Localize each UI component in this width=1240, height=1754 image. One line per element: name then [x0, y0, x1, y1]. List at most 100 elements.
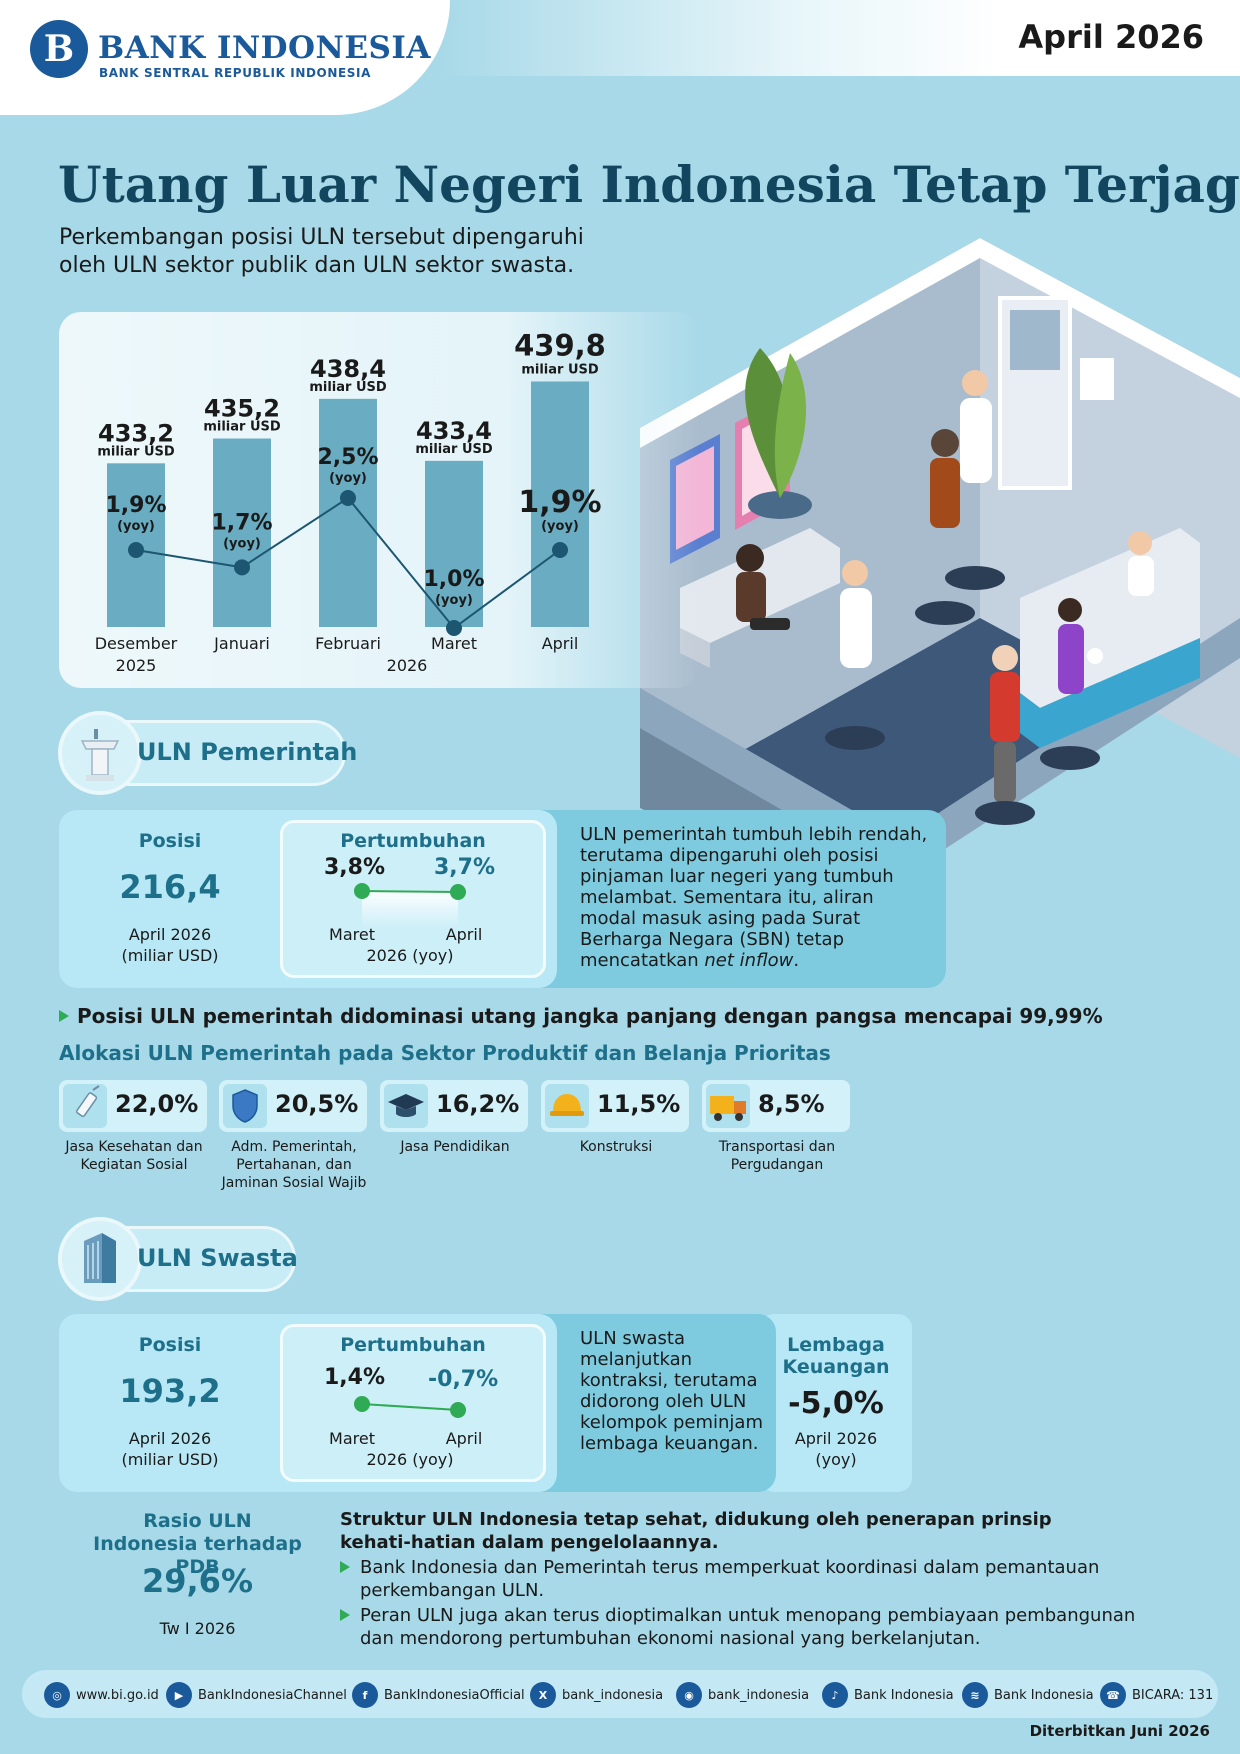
- structure-bullet-2: Peran ULN juga akan terus dioptimalkan u…: [340, 1604, 1160, 1650]
- growth-point: [340, 490, 356, 506]
- allocation-label-3: Jasa Pendidikan: [400, 1139, 510, 1155]
- pemerintah-growth-period: 2026 (yoy): [366, 946, 454, 965]
- swasta-growth-start-month: Maret: [329, 1429, 375, 1448]
- published-date: Diterbitkan Juni 2026: [1029, 1722, 1210, 1740]
- bar-unit-label: miliar USD: [97, 444, 175, 459]
- swasta-growth-box: [280, 1324, 546, 1482]
- net-inflow-term: net inflow: [704, 950, 794, 971]
- report-date: April 2026: [1018, 18, 1204, 56]
- pemerintah-posisi-label: Posisi: [138, 830, 202, 852]
- footer-website[interactable]: ◎ www.bi.go.id: [44, 1682, 159, 1708]
- pemerintah-growth-label: Pertumbuhan: [340, 830, 486, 852]
- year-label-2026: 2026: [387, 656, 428, 675]
- bar-unit-label: miliar USD: [309, 380, 387, 395]
- footer-youtube[interactable]: ▶ BankIndonesiaChannel: [166, 1682, 347, 1708]
- growth-value-label: 2,5%: [317, 445, 378, 470]
- growth-unit-label: (yoy): [117, 519, 155, 534]
- uln-pemerintah-label: ULN Pemerintah: [137, 738, 358, 766]
- date-band: [440, 0, 1240, 76]
- swasta-posisi-value: 193,2: [119, 1372, 221, 1410]
- structure-heading: Struktur ULN Indonesia tetap sehat, didu…: [340, 1509, 1052, 1553]
- pemerintah-growth-end-month: April: [445, 925, 483, 944]
- graduation-cap-icon: [384, 1084, 428, 1128]
- structure-bullet-1: Bank Indonesia dan Pemerintah terus memp…: [340, 1556, 1160, 1602]
- truck-icon: [706, 1084, 750, 1128]
- footer-facebook[interactable]: f BankIndonesiaOfficial: [352, 1682, 525, 1708]
- swasta-posisi-label: Posisi: [138, 1334, 202, 1356]
- growth-unit-label: (yoy): [329, 471, 367, 486]
- growth-value-label: 1,0%: [423, 567, 484, 592]
- bar-value-label: 433,2: [98, 419, 174, 447]
- allocation-item-4: 11,5%: [541, 1080, 689, 1132]
- allocation-item-2: 20,5%: [219, 1080, 367, 1132]
- bar-value-label: 438,4: [310, 355, 386, 383]
- bullet-triangle-icon: [340, 1561, 350, 1573]
- growth-value-label: 1,7%: [211, 510, 272, 535]
- growth-unit-label: (yoy): [541, 519, 579, 534]
- x-tick-label: Maret: [431, 634, 477, 653]
- growth-point: [234, 559, 250, 576]
- youtube-icon: ▶: [166, 1682, 192, 1708]
- bar-unit-label: miliar USD: [415, 442, 493, 457]
- pemerintah-description-panel: [480, 810, 946, 988]
- bar-maret: [425, 460, 483, 627]
- bar-januari: [213, 438, 271, 627]
- allocation-item-5: 8,5%: [702, 1080, 850, 1132]
- swasta-growth-end: -0,7%: [428, 1367, 499, 1392]
- year-label-2025: 2025: [116, 656, 157, 675]
- bar-unit-label: miliar USD: [521, 362, 599, 377]
- building-icon: [58, 1217, 142, 1301]
- x-tick-label: Januari: [213, 634, 270, 653]
- footer-call-center[interactable]: ☎ BICARA: 131: [1100, 1682, 1213, 1708]
- x-icon: X: [530, 1682, 556, 1708]
- swasta-growth-period: 2026 (yoy): [366, 1450, 454, 1469]
- growth-unit-label: (yoy): [435, 593, 473, 608]
- lembaga-keuangan-panel: [760, 1314, 912, 1492]
- page-title: Utang Luar Negeri Indonesia Tetap Terjag…: [58, 155, 1240, 214]
- bank-subtitle: BANK SENTRAL REPUBLIK INDONESIA: [99, 66, 371, 80]
- lembaga-keuangan-label: Lembaga Keuangan: [782, 1334, 890, 1378]
- bar-april: [531, 381, 589, 627]
- bar-value-label: 435,2: [204, 395, 280, 423]
- allocation-label-4: Konstruksi: [579, 1139, 653, 1155]
- bar-value-label: 439,8: [514, 328, 606, 362]
- bar-value-label: 433,4: [416, 417, 492, 445]
- growth-unit-label: (yoy): [223, 536, 261, 551]
- bank-logo-icon: B: [30, 20, 88, 78]
- footer-tiktok[interactable]: ♪ Bank Indonesia: [822, 1682, 954, 1708]
- allocation-label-5: Transportasi dan Pergudangan: [718, 1139, 836, 1173]
- allocation-item-1: 22,0%: [59, 1080, 207, 1132]
- pemerintah-growth-line: [354, 883, 466, 928]
- pemerintah-posisi-value: 216,4: [119, 868, 221, 906]
- footer-instagram[interactable]: ◉ bank_indonesia: [676, 1682, 809, 1708]
- uln-swasta-label: ULN Swasta: [137, 1244, 298, 1272]
- call-center-icon: ☎: [1100, 1682, 1126, 1708]
- pemerintah-growth-start: 3,8%: [324, 855, 386, 880]
- swasta-growth-label: Pertumbuhan: [340, 1334, 486, 1356]
- growth-point: [446, 620, 462, 636]
- swasta-growth-end-month: April: [445, 1429, 483, 1448]
- footer-spotify[interactable]: ≋ Bank Indonesia: [962, 1682, 1094, 1708]
- pemerintah-growth-start-month: Maret: [329, 925, 375, 944]
- growth-value-label: 1,9%: [105, 493, 166, 518]
- pemerintah-posisi-period: April 2026: [128, 925, 212, 944]
- shield-icon: [223, 1084, 267, 1128]
- allocation-label-2: Adm. Pemerintah, Pertahanan, dan Jaminan…: [221, 1139, 367, 1191]
- swasta-posisi-period: April 2026: [128, 1429, 212, 1448]
- x-tick-label: Februari: [315, 634, 381, 653]
- lembaga-keuangan-value: -5,0%: [788, 1386, 884, 1421]
- allocation-label-1: Jasa Kesehatan dan Kegiatan Sosial: [65, 1139, 203, 1173]
- instagram-icon: ◉: [676, 1682, 702, 1708]
- swasta-posisi-unit: (miliar USD): [121, 1450, 219, 1469]
- allocation-item-3: 16,2%: [380, 1080, 528, 1132]
- growth-value-label: 1,9%: [518, 485, 601, 520]
- footer-bar: [22, 1670, 1218, 1718]
- swasta-description: ULN swasta melanjutkan kontraksi, teruta…: [580, 1328, 763, 1454]
- spotify-icon: ≋: [962, 1682, 988, 1708]
- x-tick-label: Desember: [95, 634, 178, 653]
- growth-point: [552, 542, 568, 558]
- bar-unit-label: miliar USD: [203, 420, 281, 435]
- bullet-triangle-icon: [59, 1010, 69, 1022]
